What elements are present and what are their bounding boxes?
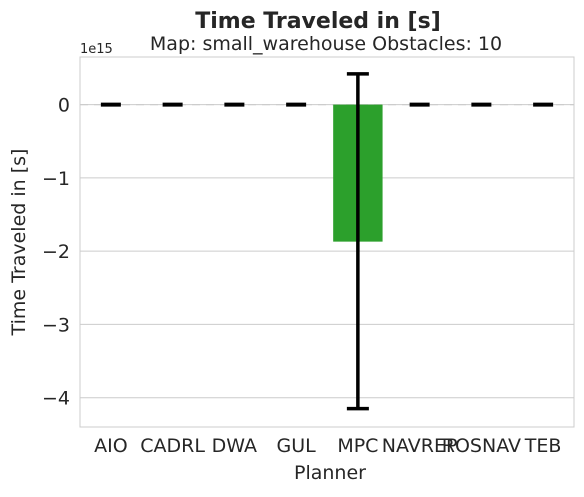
y-axis-offset-label: 1e15: [80, 42, 113, 57]
x-tick-label-navrep: NAVREP: [382, 435, 458, 457]
x-tick-label-gul: GUL: [277, 435, 317, 457]
x-tick-label-rosnav: ROSNAV: [442, 435, 521, 457]
x-tick-label-aio: AIO: [94, 435, 128, 457]
x-tick-label-dwa: DWA: [212, 435, 257, 457]
x-tick-label-teb: TEB: [524, 435, 562, 457]
plot-frame: [79, 56, 575, 428]
y-tick-label: −2: [42, 241, 70, 263]
y-tick-label: 0: [58, 95, 70, 117]
x-tick-label-mpc: MPC: [337, 435, 378, 457]
x-axis-label: Planner: [294, 462, 366, 484]
y-axis-label: Time Traveled in [s]: [8, 149, 30, 337]
x-tick-label-cadrl: CADRL: [140, 435, 205, 457]
y-tick-label: −1: [42, 168, 70, 190]
y-tick-label: −3: [42, 314, 70, 336]
y-tick-label: −4: [42, 388, 70, 410]
chart-subtitle: Map: small_warehouse Obstacles: 10: [150, 33, 502, 55]
chart-title: Time Traveled in [s]: [195, 9, 441, 34]
